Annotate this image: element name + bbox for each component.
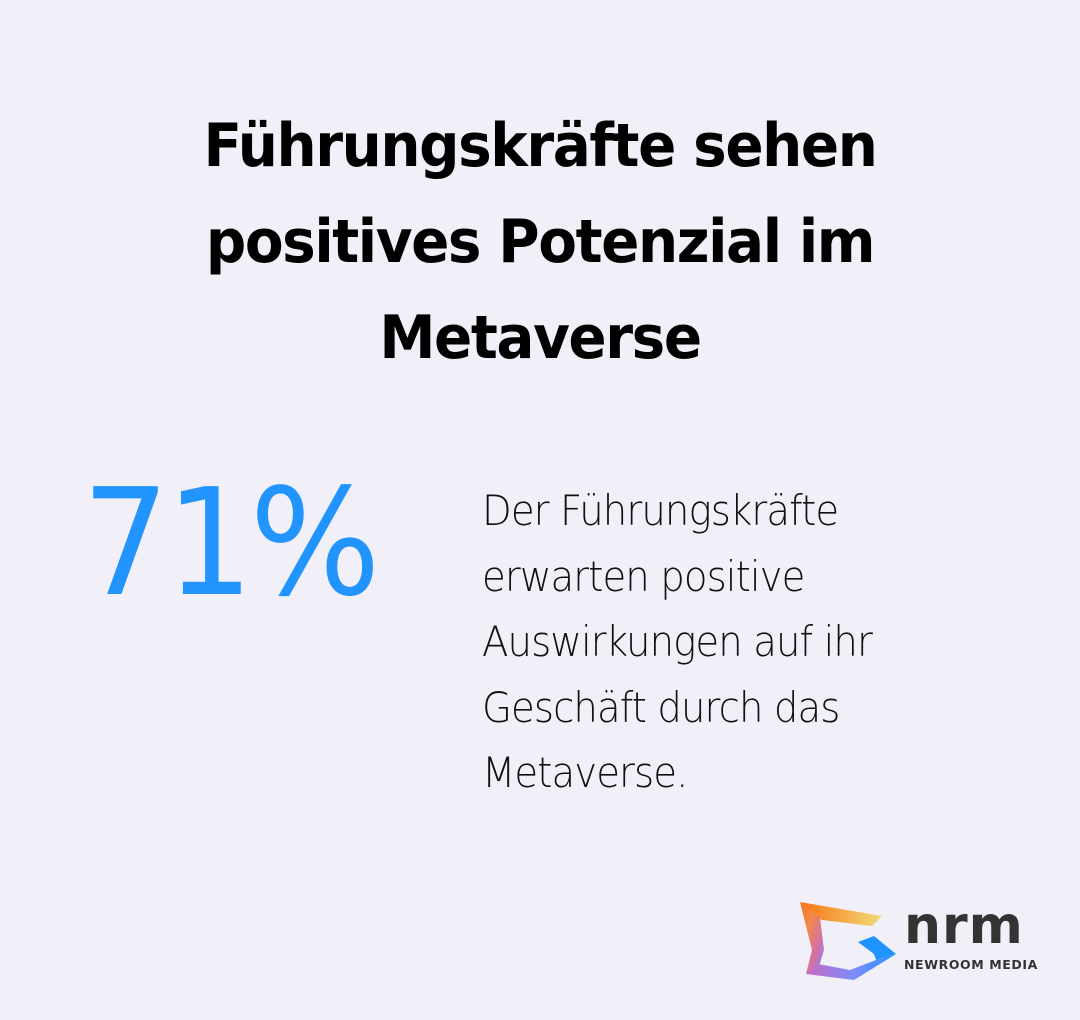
description-line-4: Geschäft durch das — [482, 682, 840, 732]
description-line-1: Der Führungskräfte — [482, 486, 839, 535]
description-line-3: Auswirkungen auf ihr — [482, 617, 873, 666]
logo-wordmark: nrm — [904, 896, 1024, 956]
headline-line-2: positives Potenzial im — [205, 207, 876, 277]
newroom-media-logo: nrm NEWROOM MEDIA — [798, 898, 1048, 984]
description-line-2: erwarten positive — [482, 551, 805, 601]
headline: Führungskräfte sehen positives Potenzial… — [32, 98, 1047, 386]
headline-line-1: Führungskräfte sehen — [203, 111, 877, 181]
stat-value: 71% — [82, 457, 380, 629]
stat-description: Der Führungskräfte erwarten positive Aus… — [482, 478, 997, 806]
headline-line-3: Metaverse — [379, 303, 702, 373]
logo-subtitle: NEWROOM MEDIA — [904, 957, 1038, 972]
description-line-5: Metaverse. — [482, 748, 688, 797]
nrm-logo-mark-icon — [800, 902, 896, 980]
